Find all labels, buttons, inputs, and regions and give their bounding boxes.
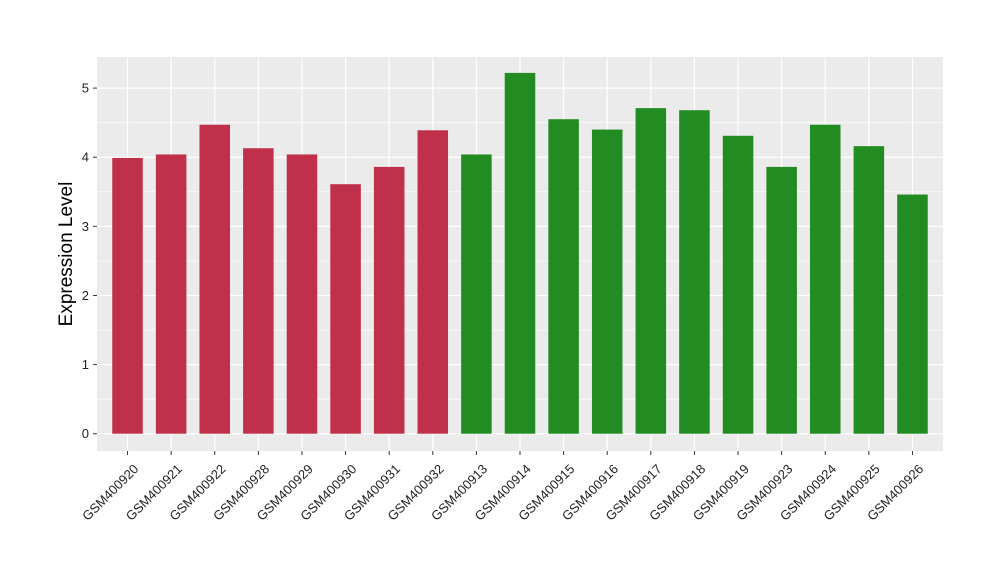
bar-GSM400916 [591,129,623,434]
bar-GSM400930 [330,184,361,434]
y-tick-label: 1 [82,357,89,372]
bar-GSM400915 [548,119,579,434]
bar-GSM400931 [373,166,405,434]
bar-GSM400913 [461,154,492,434]
bar-GSM400920 [112,157,143,434]
bar-GSM400914 [504,72,536,434]
y-tick-label: 4 [82,150,89,165]
bar-GSM400919 [722,135,754,434]
y-tick-label: 2 [82,288,89,303]
bar-GSM400918 [679,110,710,434]
bar-GSM400917 [635,108,667,434]
bar-GSM400924 [809,124,841,434]
y-tick-label: 3 [82,219,89,234]
bar-GSM400926 [897,194,928,434]
bar-GSM400923 [766,166,797,434]
y-tick-label: 0 [82,426,89,441]
y-axis-title: Expression Level [56,182,77,327]
bar-GSM400922 [199,124,231,434]
y-tick-label: 5 [82,81,89,96]
bar-GSM400929 [286,154,318,434]
bars [112,72,928,434]
bar-GSM400932 [417,130,449,434]
bar-GSM400921 [155,154,187,434]
bar-GSM400925 [853,146,885,434]
bar-GSM400928 [243,148,274,434]
